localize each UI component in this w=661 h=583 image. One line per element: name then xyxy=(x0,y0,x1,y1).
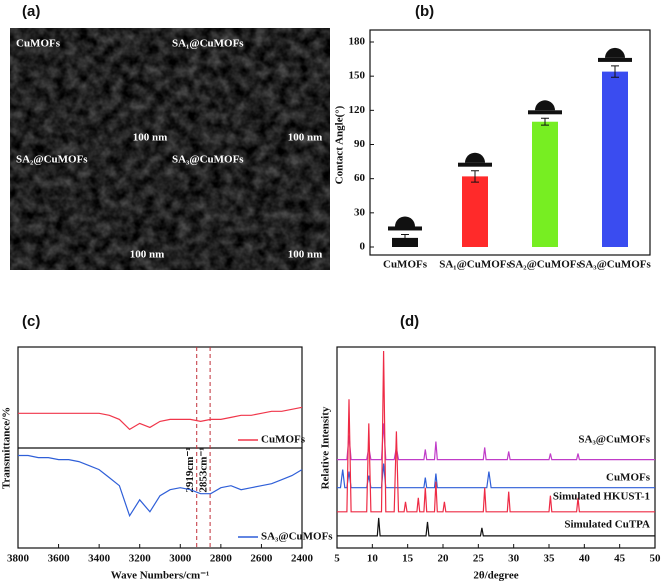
surface-icon xyxy=(458,162,492,167)
x-tick-label: SA₂@CuMOFs xyxy=(509,259,581,271)
y-axis-label: Transmittance/% xyxy=(1,407,13,489)
x-tick-label: 3200 xyxy=(129,553,152,565)
x-tick-label: 2400 xyxy=(291,553,314,565)
droplet-icon xyxy=(465,152,485,163)
x-tick-label: 2800 xyxy=(210,553,233,565)
series-line xyxy=(18,406,303,431)
x-tick-label: SA₃@CuMOFs xyxy=(579,259,651,271)
x-tick-label: 35 xyxy=(544,553,556,565)
scale-bar-label: 100 nm xyxy=(288,132,323,144)
series-line xyxy=(337,517,655,537)
bar xyxy=(462,176,488,247)
panel-label: (a) xyxy=(22,3,40,20)
x-tick-label: 25 xyxy=(473,553,485,565)
y-axis-label: Contact Angle(°) xyxy=(334,105,346,184)
droplet-icon xyxy=(395,216,415,227)
scale-bar-label: 100 nm xyxy=(130,249,165,261)
sem-label: SA₁@CuMOFs xyxy=(172,38,244,50)
annotation-label: 2919cm⁻¹ xyxy=(184,447,196,492)
legend-label: SA₃@CuMOFs xyxy=(261,531,333,543)
sem-texture xyxy=(10,28,330,270)
droplet-icon xyxy=(535,100,555,111)
y-tick-label: 60 xyxy=(354,172,366,184)
sem-panel: (a) CuMOFs SA₁@CuMOFs SA₂@CuMOFs SA₃@CuM… xyxy=(10,3,330,270)
y-tick-label: 180 xyxy=(349,36,366,48)
bar xyxy=(602,71,628,247)
series-label: Simulated CuTPA xyxy=(564,519,650,531)
y-tick-label: 30 xyxy=(354,206,366,218)
x-tick-label: 20 xyxy=(438,553,450,565)
x-tick-label: 3800 xyxy=(7,553,30,565)
x-tick-label: 50 xyxy=(650,553,661,565)
bar xyxy=(392,237,418,247)
plot-frame xyxy=(336,346,656,549)
panel-label: (d) xyxy=(400,313,419,330)
y-tick-label: 120 xyxy=(349,104,366,116)
series-line xyxy=(337,350,655,513)
x-tick-label: CuMOFs xyxy=(383,259,428,271)
sem-label: SA₂@CuMOFs xyxy=(16,154,88,166)
x-axis-label: Wave Numbers/cm⁻¹ xyxy=(111,570,210,582)
plot-frame xyxy=(369,29,651,256)
sem-label: SA₃@CuMOFs xyxy=(172,154,244,166)
panel-label: (c) xyxy=(22,313,40,330)
x-tick-label: 10 xyxy=(367,553,379,565)
sem-label: CuMOFs xyxy=(16,38,61,50)
panel-label: (b) xyxy=(415,3,434,20)
error-bar xyxy=(611,65,619,78)
x-tick-label: 3000 xyxy=(169,553,192,565)
y-tick-label: 0 xyxy=(360,241,366,253)
surface-icon xyxy=(388,226,422,231)
series-label: CuMOFs xyxy=(606,472,651,484)
x-tick-label: 2600 xyxy=(250,553,273,565)
bar xyxy=(532,121,558,247)
droplet-icon xyxy=(605,47,625,58)
series-line xyxy=(18,454,303,518)
y-axis-label: Relative Intensity xyxy=(320,406,332,489)
scale-bar-label: 100 nm xyxy=(133,132,168,144)
x-tick-label: 5 xyxy=(334,553,340,565)
annotation-label: 2853cm⁻¹ xyxy=(198,447,210,492)
surface-icon xyxy=(528,110,562,115)
series-label: Simulated HKUST-1 xyxy=(553,491,650,503)
surface-icon xyxy=(598,57,632,62)
x-tick-label: SA₁@CuMOFs xyxy=(439,259,511,271)
series-line xyxy=(337,463,655,489)
x-tick-label: 45 xyxy=(614,553,626,565)
x-tick-label: 3600 xyxy=(48,553,71,565)
legend-label: CuMOFs xyxy=(261,434,306,446)
error-bar xyxy=(471,170,479,183)
error-bar xyxy=(541,117,549,126)
y-tick-label: 150 xyxy=(349,70,366,82)
x-tick-label: 15 xyxy=(402,553,414,565)
x-axis-label: 2θ/degree xyxy=(473,570,518,582)
y-tick-label: 90 xyxy=(354,138,366,150)
x-tick-label: 40 xyxy=(579,553,591,565)
x-tick-label: 3400 xyxy=(88,553,111,565)
series-label: SA₃@CuMOFs xyxy=(578,434,650,446)
scale-bar-label: 100 nm xyxy=(288,249,323,261)
x-tick-label: 30 xyxy=(508,553,520,565)
error-bar xyxy=(401,233,409,242)
